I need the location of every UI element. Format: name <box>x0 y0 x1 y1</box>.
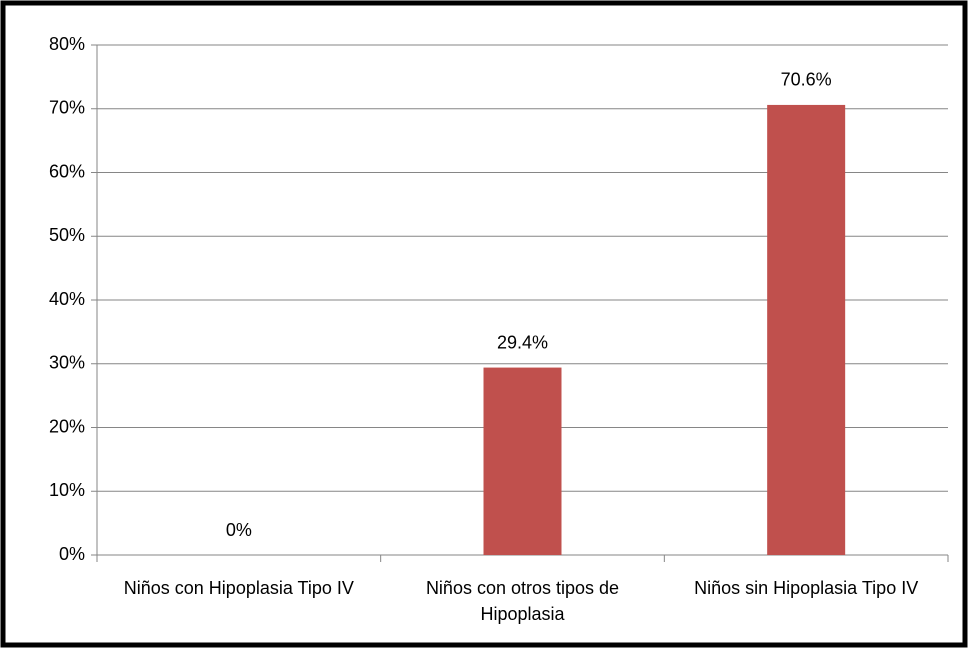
y-tick-label: 20% <box>49 416 85 436</box>
value-label: 0% <box>226 520 252 540</box>
bar <box>767 104 846 556</box>
y-tick-label: 10% <box>49 480 85 500</box>
x-tick-label: Niños con Hipoplasia Tipo IV <box>123 578 354 598</box>
y-tick-label: 70% <box>49 98 85 118</box>
y-tick-label: 0% <box>59 544 85 564</box>
y-tick-label: 60% <box>49 161 85 181</box>
x-tick-label: Niños con otros tipos de Hipoplasia <box>425 578 620 624</box>
y-tick-label: 50% <box>49 225 85 245</box>
y-tick-label: 80% <box>49 34 85 54</box>
value-label: 29.4% <box>497 332 548 352</box>
y-tick-label: 40% <box>49 289 85 309</box>
y-tick-label: 30% <box>49 353 85 373</box>
value-label: 70.6% <box>781 70 832 90</box>
x-tick-label: Niños sin Hipoplasia Tipo IV <box>694 578 919 598</box>
bar <box>483 367 562 555</box>
